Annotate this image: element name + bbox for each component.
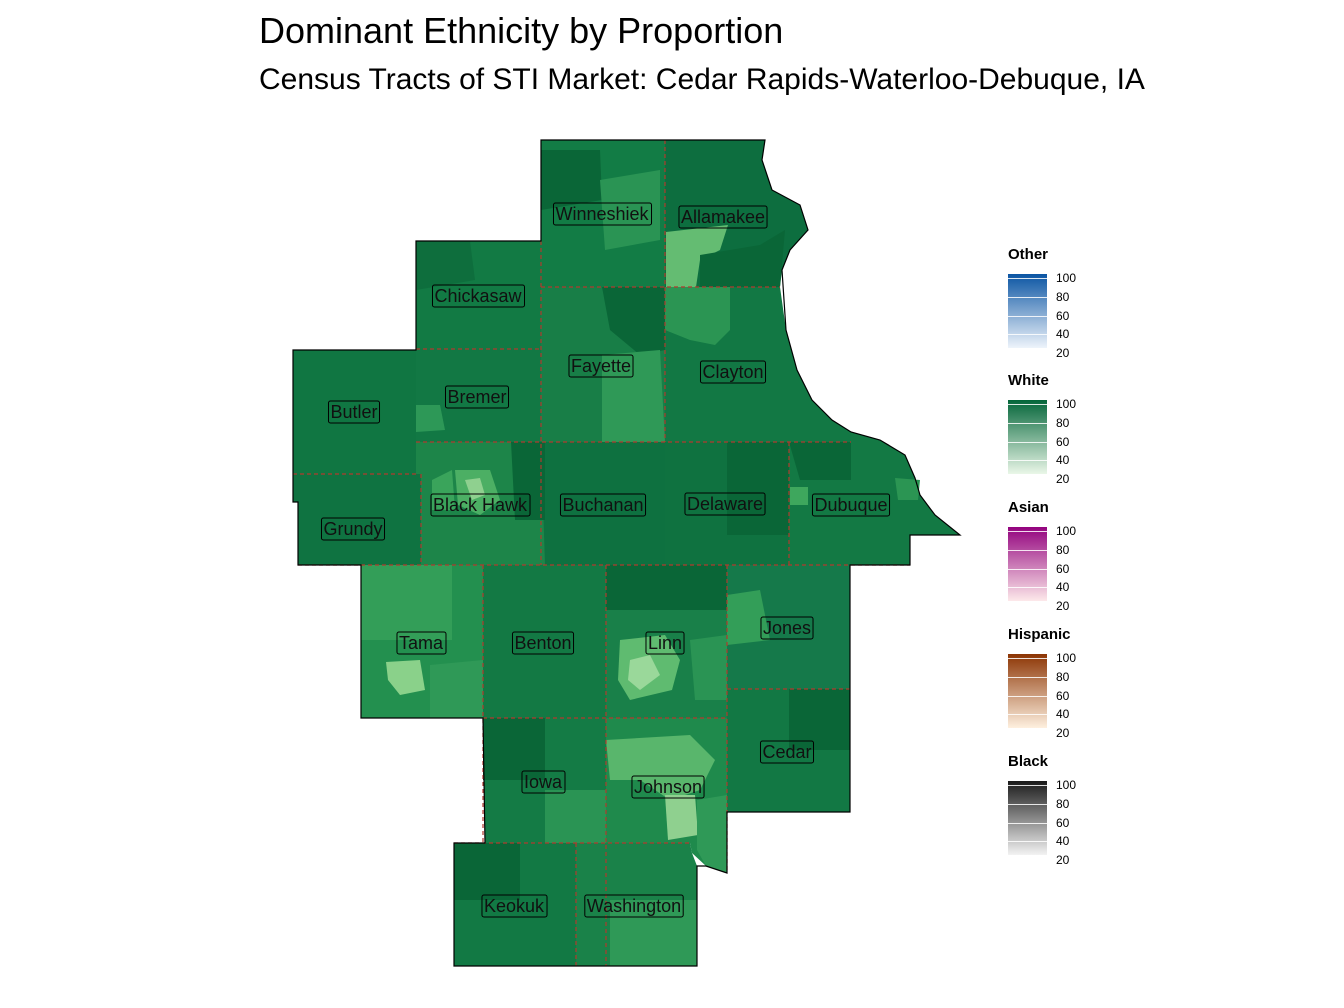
svg-text:Delaware: Delaware (687, 494, 763, 514)
legend-white: White 100 80 60 40 20 (1008, 372, 1128, 485)
county-label-jones: Jones (760, 616, 814, 640)
legend-title: White (1008, 372, 1049, 389)
legend-tick-label: 80 (1056, 289, 1070, 304)
legend-colorbar (1008, 274, 1047, 354)
legend-tick-label: 100 (1056, 778, 1077, 792)
market-outline (292, 139, 962, 967)
legend-tick-label: 40 (1056, 327, 1070, 342)
legend-tick-label: 20 (1056, 346, 1070, 360)
svg-text:Chickasaw: Chickasaw (434, 286, 522, 306)
legend-tick-label: 40 (1056, 580, 1070, 595)
county-label-clayton: Clayton (699, 360, 767, 384)
county-label-winneshiek: Winneshiek (552, 202, 653, 226)
svg-text:Washington: Washington (587, 896, 681, 916)
legend-tick-label: 20 (1056, 853, 1070, 867)
county-shape-buchanan[interactable] (541, 442, 665, 565)
legend-title: Asian (1008, 499, 1049, 516)
legend-tick-label: 20 (1056, 599, 1070, 613)
legend-other: Other 100 80 60 40 20 (1008, 246, 1128, 359)
legend-tick-label: 60 (1056, 434, 1070, 449)
svg-text:Clayton: Clayton (702, 362, 763, 382)
county-label-dubuque: Dubuque (811, 493, 891, 517)
legend-tick-label: 80 (1056, 669, 1070, 684)
svg-text:Johnson: Johnson (634, 777, 702, 797)
county-fills (293, 140, 960, 966)
legend-title: Hispanic (1008, 626, 1071, 643)
county-label-bremer: Bremer (444, 385, 510, 409)
legend-tick-label: 100 (1056, 397, 1077, 411)
legend-colorbar (1008, 781, 1047, 861)
county-shape-butler[interactable] (293, 350, 416, 474)
legend-tick-label: 80 (1056, 796, 1070, 811)
legend-tick-label: 60 (1056, 815, 1070, 830)
svg-text:Buchanan: Buchanan (562, 495, 643, 515)
legend-tick-label: 80 (1056, 415, 1070, 430)
county-label-butler: Butler (327, 400, 381, 424)
legend-tick-label: 40 (1056, 834, 1070, 849)
svg-text:Cedar: Cedar (762, 742, 811, 762)
county-shape-benton[interactable] (483, 565, 606, 718)
legend-hispanic: Hispanic 100 80 60 40 20 (1008, 626, 1128, 739)
legend-tick-label: 20 (1056, 472, 1070, 486)
legend-tick-label: 40 (1056, 707, 1070, 722)
svg-text:Winneshiek: Winneshiek (555, 204, 649, 224)
svg-text:Keokuk: Keokuk (484, 896, 545, 916)
svg-text:Bremer: Bremer (447, 387, 506, 407)
svg-text:Dubuque: Dubuque (814, 495, 887, 515)
svg-text:Tama: Tama (399, 633, 444, 653)
county-label-grundy: Grundy (320, 517, 386, 541)
legend-title: Black (1008, 753, 1049, 770)
legend-tick-label: 40 (1056, 453, 1070, 468)
svg-text:Butler: Butler (330, 402, 377, 422)
county-labels: Winneshiek Allamakee Chickasaw Fayette Clayt… (320, 202, 891, 918)
legend-colorbar (1008, 654, 1047, 734)
county-label-tama: Tama (396, 631, 447, 655)
svg-text:Benton: Benton (514, 633, 571, 653)
county-shape-grundy[interactable] (293, 474, 421, 565)
legend-asian: Asian 100 80 60 40 20 (1008, 499, 1128, 612)
county-label-allamakee: Allamakee (678, 205, 768, 229)
county-shape-bremer[interactable] (416, 349, 541, 442)
county-label-washington: Washington (584, 894, 684, 918)
legend-tick-label: 100 (1056, 651, 1077, 665)
legend-colorbar (1008, 527, 1047, 607)
county-label-chickasaw: Chickasaw (431, 284, 526, 308)
county-label-black-hawk: Black Hawk (430, 493, 531, 517)
tract-details (361, 150, 920, 966)
county-boundaries (293, 140, 910, 966)
legend-tick-label: 60 (1056, 308, 1070, 323)
svg-text:Iowa: Iowa (524, 772, 563, 792)
svg-text:Allamakee: Allamakee (681, 207, 765, 227)
legend-black: Black 100 80 60 40 20 (1008, 753, 1128, 866)
legend-title: Other (1008, 246, 1049, 263)
legend-colorbar (1008, 400, 1047, 480)
county-label-cedar: Cedar (759, 740, 815, 764)
map-title: Dominant Ethnicity by Proportion (259, 10, 784, 51)
county-label-keokuk: Keokuk (481, 894, 548, 918)
legend-tick-label: 100 (1056, 524, 1077, 538)
svg-text:Fayette: Fayette (571, 356, 631, 376)
svg-text:Black Hawk: Black Hawk (433, 495, 528, 515)
legend-tick-label: 80 (1056, 542, 1070, 557)
legend-tick-label: 60 (1056, 688, 1070, 703)
legend-tick-label: 100 (1056, 271, 1077, 285)
svg-text:Grundy: Grundy (323, 519, 382, 539)
county-label-iowa: Iowa (521, 770, 566, 794)
map-subtitle: Census Tracts of STI Market: Cedar Rapid… (259, 63, 1145, 96)
svg-text:Linn: Linn (648, 633, 682, 653)
svg-text:Jones: Jones (763, 618, 811, 638)
county-label-buchanan: Buchanan (559, 493, 647, 517)
legend-tick-label: 20 (1056, 726, 1070, 740)
county-label-delaware: Delaware (684, 492, 766, 516)
county-label-johnson: Johnson (631, 775, 705, 799)
legend-tick-label: 60 (1056, 561, 1070, 576)
county-label-fayette: Fayette (568, 354, 634, 378)
county-label-benton: Benton (511, 631, 575, 655)
county-label-linn: Linn (645, 631, 685, 655)
